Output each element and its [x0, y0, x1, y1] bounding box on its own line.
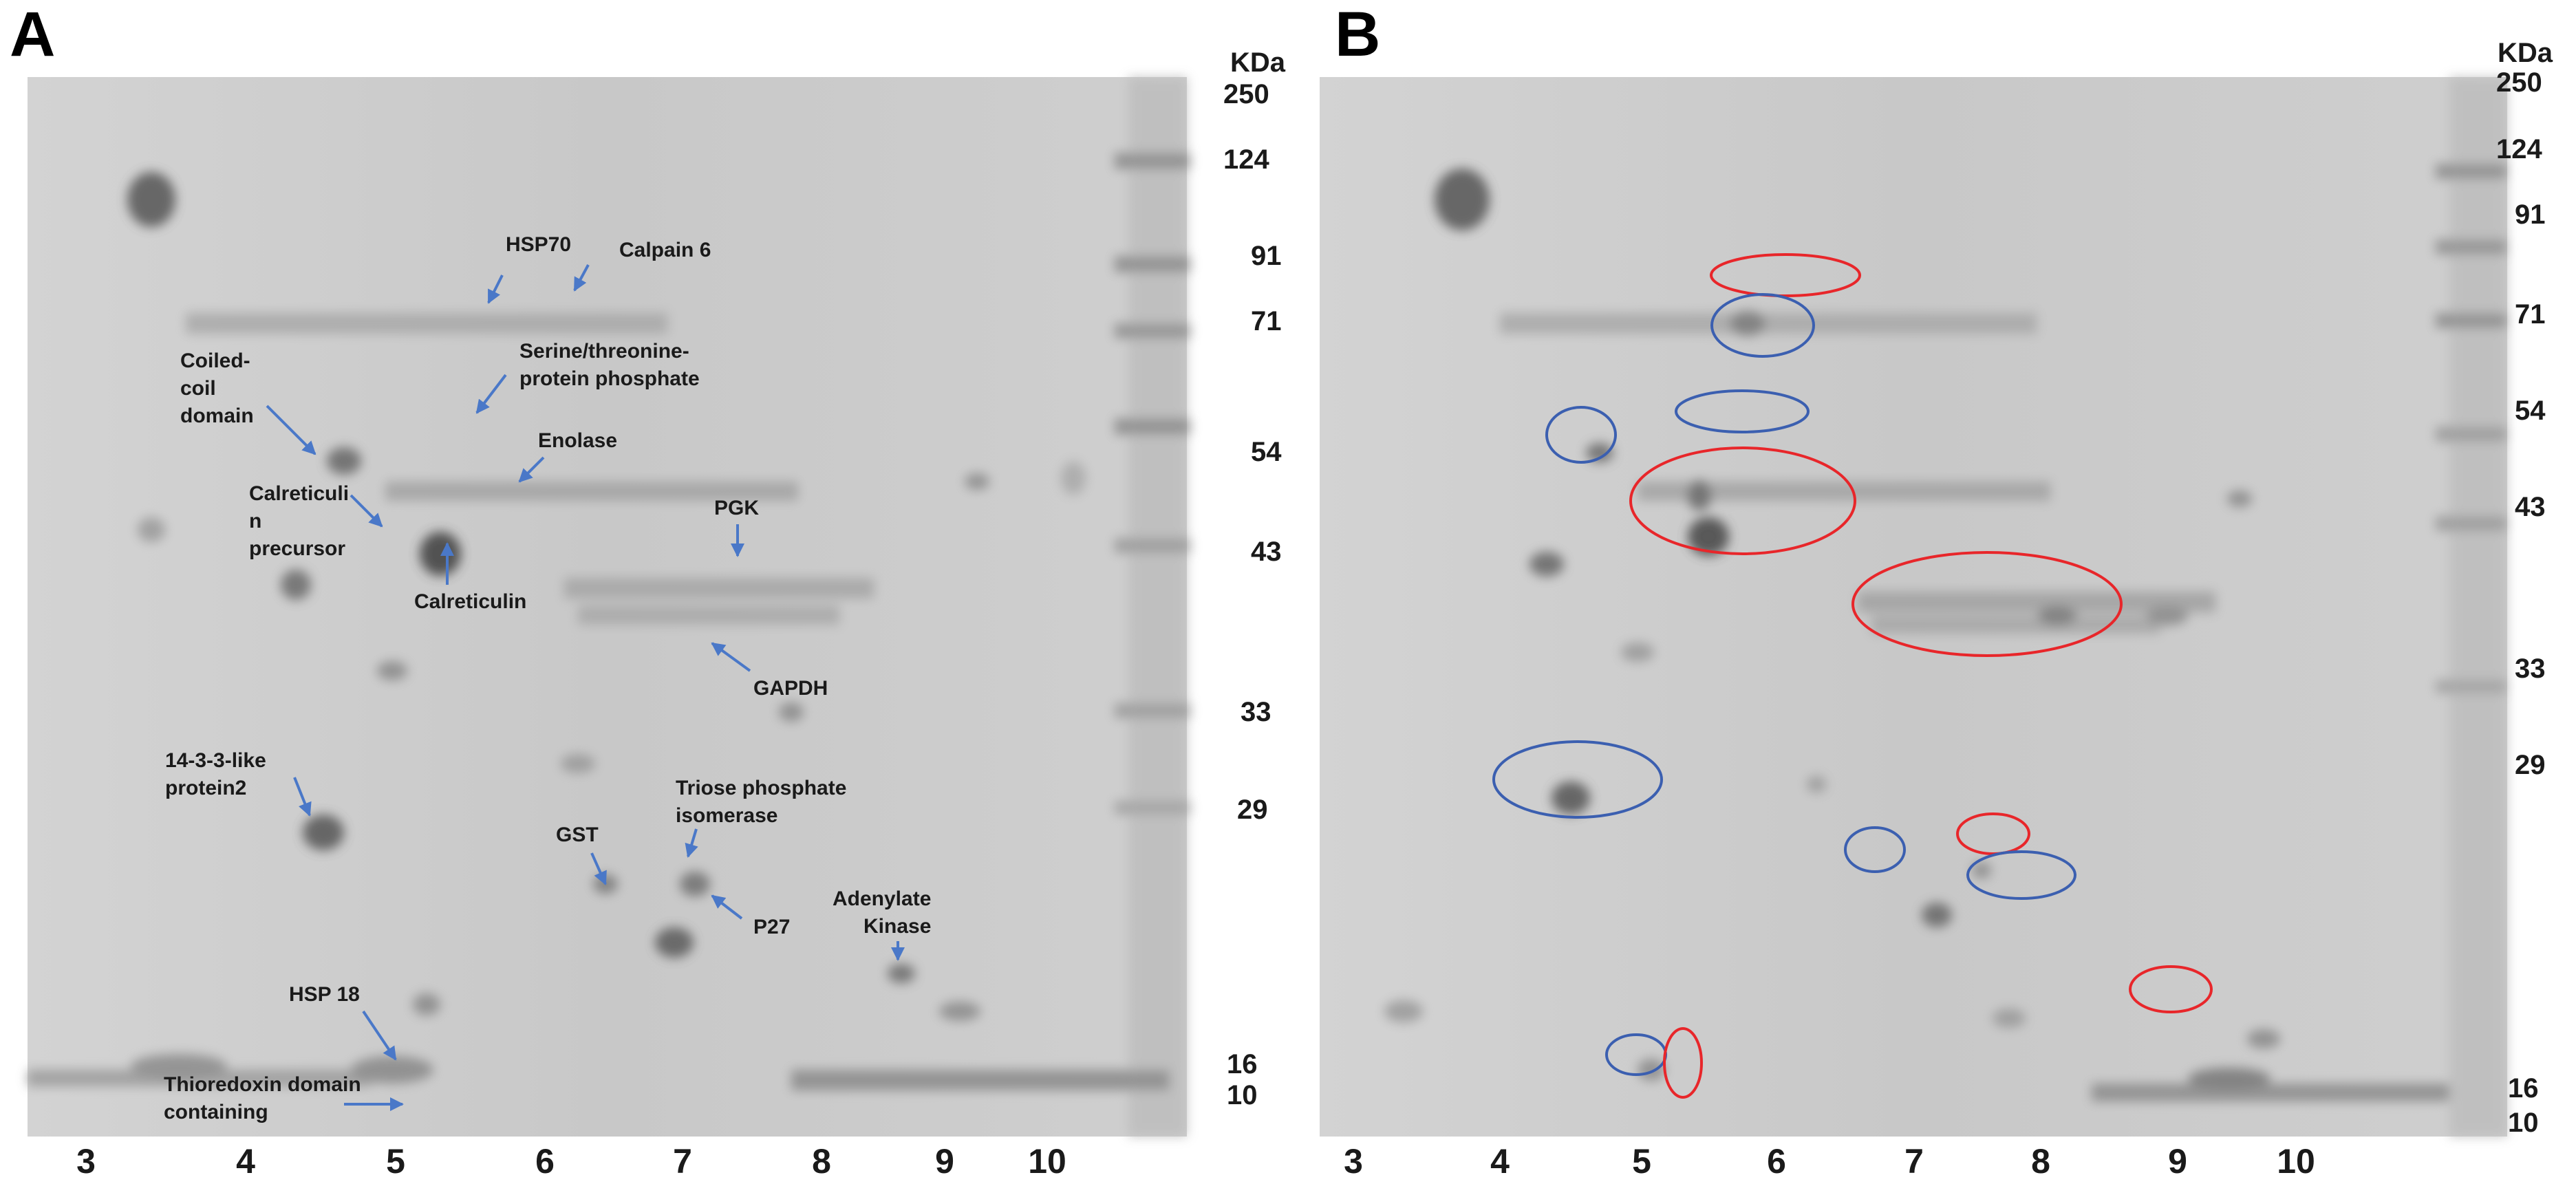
kda-unit-b: KDa: [2498, 38, 2553, 68]
mw-a-124: 124: [1223, 144, 1269, 175]
circle-blue-1: [1710, 293, 1815, 358]
arrow-triose: [685, 828, 698, 858]
label-gst: GST: [556, 823, 599, 846]
mw-a-43: 43: [1251, 537, 1282, 567]
arrow-p27: [711, 894, 743, 920]
gel-b: [1320, 77, 2507, 1137]
arrow-enolase: [518, 456, 545, 483]
ph-b-8: 8: [2031, 1142, 2050, 1181]
mw-a-91: 91: [1251, 241, 1282, 271]
arrow-coiled-coil: [266, 405, 316, 455]
label-thioredoxin-2: containing: [164, 1101, 268, 1123]
mw-a-33: 33: [1241, 697, 1271, 727]
ph-a-9: 9: [935, 1142, 954, 1181]
mw-a-16: 16: [1227, 1049, 1258, 1079]
mw-a-10: 10: [1227, 1080, 1258, 1110]
arrow-gapdh: [711, 642, 751, 672]
circle-blue-2: [1675, 389, 1810, 433]
ph-b-4: 4: [1490, 1142, 1510, 1181]
ph-b-9: 9: [2168, 1142, 2187, 1181]
mw-b-54: 54: [2515, 396, 2546, 426]
panel-b-annotations: KDa 250 124 91 71 54 43 33 29 16 10 3 4 …: [1344, 38, 2553, 1181]
arrow-calpain6: [573, 264, 590, 292]
label-gapdh: GAPDH: [753, 677, 828, 700]
circle-red-2: [1629, 446, 1856, 555]
ph-a-5: 5: [386, 1142, 405, 1181]
label-enolase: Enolase: [538, 429, 617, 452]
circle-red-1: [1710, 253, 1861, 297]
circle-red-6: [1663, 1027, 1703, 1099]
label-adenylate-1: Adenylate: [833, 887, 931, 910]
circle-blue-3: [1545, 406, 1617, 464]
arrow-hsp70: [487, 274, 504, 304]
panel-a-annotations: KDa 250 124 91 71 54 43 33 29 16 10 3 4 …: [76, 47, 1286, 1181]
arrow-hsp18: [362, 1010, 397, 1061]
label-coiled-coil-2: coil: [180, 377, 216, 400]
panel-b-letter: B: [1335, 0, 1381, 69]
arrow-gst: [590, 852, 607, 885]
panel-a-letter: A: [10, 0, 56, 69]
ph-a-10: 10: [1028, 1142, 1066, 1181]
label-triose-2: isomerase: [676, 804, 777, 827]
mw-b-43: 43: [2515, 492, 2546, 522]
gel-a: [28, 77, 1190, 1137]
label-p27: P27: [753, 916, 790, 938]
arrow-14-3-3: [293, 777, 312, 817]
label-hsp70: HSP70: [506, 233, 571, 256]
mw-b-33: 33: [2515, 654, 2546, 684]
label-calpain6: Calpain 6: [619, 239, 711, 261]
label-calreticulin: Calreticulin: [414, 590, 526, 613]
ph-a-4: 4: [236, 1142, 255, 1181]
circle-red-5: [2129, 965, 2213, 1013]
label-thioredoxin-1: Thioredoxin domain: [164, 1073, 361, 1096]
mw-b-71: 71: [2515, 299, 2546, 330]
mw-b-124: 124: [2496, 134, 2542, 164]
label-adenylate-2: Kinase: [863, 915, 931, 938]
ph-b-10: 10: [2277, 1142, 2315, 1181]
circle-red-3: [1852, 551, 2123, 657]
ph-b-5: 5: [1632, 1142, 1651, 1181]
arrow-serine: [475, 374, 507, 414]
ph-a-8: 8: [812, 1142, 831, 1181]
ph-a-6: 6: [535, 1142, 555, 1181]
panel-a-arrows: [266, 264, 905, 1111]
label-coiled-coil-3: domain: [180, 405, 254, 427]
label-serine-2: protein phosphate: [519, 367, 700, 390]
circle-blue-4: [1492, 740, 1663, 819]
ph-b-7: 7: [1904, 1142, 1924, 1181]
label-calreticulin-precursor-1: Calreticuli: [249, 482, 349, 505]
mw-b-29: 29: [2515, 750, 2546, 780]
mw-b-250: 250: [2496, 67, 2542, 98]
label-coiled-coil-1: Coiled-: [180, 349, 250, 372]
label-14-3-3-1: 14-3-3-like: [165, 749, 266, 772]
mw-b-91: 91: [2515, 200, 2546, 230]
label-triose-1: Triose phosphate: [676, 777, 846, 799]
kda-unit-a: KDa: [1230, 47, 1286, 78]
label-calreticulin-precursor-3: precursor: [249, 537, 345, 560]
label-14-3-3-2: protein2: [165, 777, 246, 799]
mw-a-54: 54: [1251, 437, 1282, 467]
label-hsp18: HSP 18: [289, 983, 360, 1006]
ph-b-3: 3: [1344, 1142, 1363, 1181]
ph-b-6: 6: [1767, 1142, 1786, 1181]
mw-b-10: 10: [2508, 1108, 2539, 1138]
arrow-calreticulin-precursor: [350, 494, 383, 528]
circle-blue-5: [1844, 826, 1906, 873]
circle-blue-6: [1966, 850, 2076, 900]
panel-b-circles: [1492, 253, 2213, 1099]
mw-b-16: 16: [2508, 1073, 2539, 1104]
mw-a-250: 250: [1223, 79, 1269, 109]
ph-a-7: 7: [673, 1142, 692, 1181]
mw-a-29: 29: [1237, 795, 1268, 825]
label-calreticulin-precursor-2: n: [249, 510, 261, 532]
mw-a-71: 71: [1251, 306, 1282, 336]
label-serine-1: Serine/threonine-: [519, 340, 689, 363]
label-pgk: PGK: [714, 497, 759, 519]
ph-a-3: 3: [76, 1142, 96, 1181]
